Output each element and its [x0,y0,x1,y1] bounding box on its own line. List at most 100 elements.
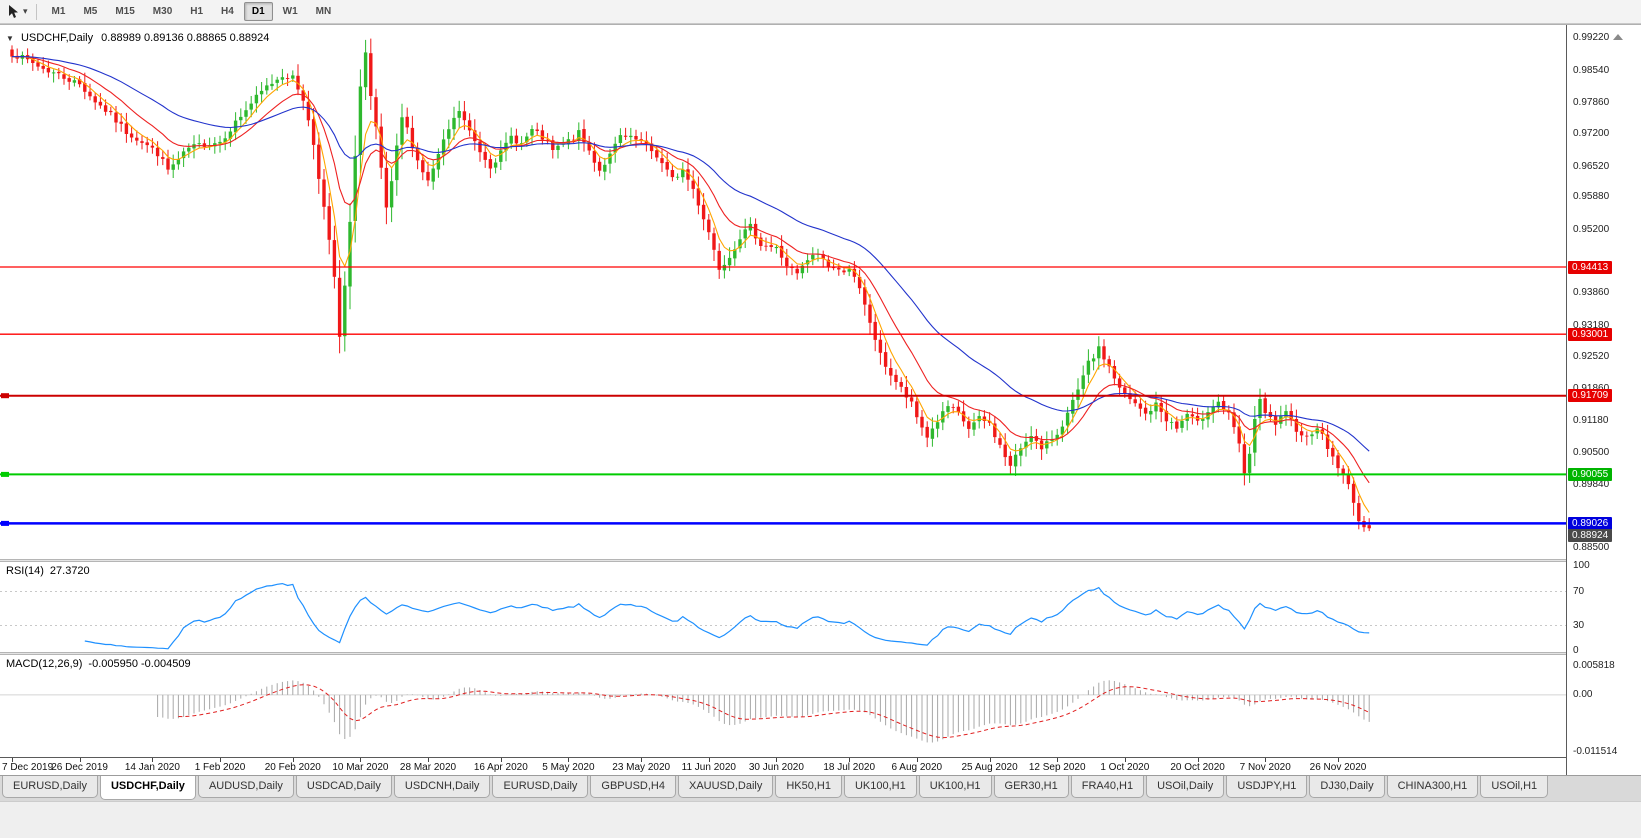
tab-eurusd-daily[interactable]: EURUSD,Daily [492,776,589,798]
date-tick [220,758,221,762]
timeframe-m15[interactable]: M15 [115,6,135,17]
date-tick [292,758,294,762]
date-tick [500,758,502,762]
timeframe-m5[interactable]: M5 [83,6,98,17]
date-label: 28 Mar 2020 [399,762,457,773]
date-label: 20 Feb 2020 [264,762,321,773]
toolbar: ▾ M1 M5 M15 M30 H1 H4 D1 W1 MN [0,0,1641,24]
macd-title: MACD(12,26,9) -0.005950 -0.004509 [6,658,197,670]
chart-title: ▼ USDCHF,Daily 0.88989 0.89136 0.88865 0… [6,32,274,44]
chart-ohlc-label: 0.88989 0.89136 0.88865 0.88924 [101,32,270,44]
tab-ger30-h1[interactable]: GER30,H1 [993,776,1069,798]
scroll-to-end-icon[interactable] [1613,34,1623,40]
date-label: 16 Apr 2020 [473,762,528,773]
price-axis-label: 0.95200 [1573,223,1610,235]
tab-china300-h1[interactable]: CHINA300,H1 [1386,776,1479,798]
tab-usoil-h1[interactable]: USOil,H1 [1480,776,1549,798]
chart-window: ▼ USDCHF,Daily 0.88989 0.89136 0.88865 0… [0,24,1641,776]
date-tick [152,758,154,762]
tab-usdcnh-daily[interactable]: USDCNH,Daily [393,776,491,798]
date-tick [1265,758,1267,762]
timeframe-m30[interactable]: M30 [152,6,173,17]
main-chart-pane[interactable]: ▼ USDCHF,Daily 0.88989 0.89136 0.88865 0… [0,27,1566,559]
pane-splitter[interactable] [0,559,1566,562]
timeframe-m1[interactable]: M1 [51,6,66,17]
price-axis[interactable]: 0.99220 0.98540 0.97860 0.97200 0.96520 0.958… [1566,25,1641,776]
price-line-badge: 0.89026 [1568,516,1613,530]
tab-xauusd-daily[interactable]: XAUUSD,Daily [677,776,774,798]
date-tick [1197,758,1199,762]
date-label: 7 Nov 2020 [1239,762,1291,773]
chart-menu-icon[interactable]: ▼ [6,34,14,43]
rsi-axis-label: 100 [1573,560,1590,571]
price-axis-label: 0.89840 [1573,478,1610,490]
bid-price-badge: 0.88924 [1568,528,1613,542]
date-label: 26 Dec 2019 [51,762,108,773]
tab-usoil-daily[interactable]: USOil,Daily [1146,776,1225,798]
tab-usdcad-daily[interactable]: USDCAD,Daily [295,776,392,798]
rsi-chart[interactable] [0,562,1566,652]
rsi-axis-label: 30 [1573,619,1585,631]
date-label: 25 Aug 2020 [961,762,1018,773]
rsi-title: RSI(14) 27.3720 [6,565,96,577]
toolbar-separator [35,3,37,20]
date-tick [1338,758,1339,762]
pane-splitter[interactable] [0,652,1566,655]
rsi-label: RSI(14) [6,565,44,577]
date-tick [708,758,710,762]
date-axis[interactable]: 7 Dec 2019 26 Dec 2019 14 Jan 2020 1 Feb 20… [0,757,1566,776]
rsi-pane[interactable]: RSI(14) 27.3720 [0,562,1566,652]
candlestick-chart[interactable] [0,27,1566,559]
date-tick [360,758,362,762]
tab-dj30-daily[interactable]: DJ30,Daily [1309,776,1385,798]
tab-hk50-h1[interactable]: HK50,H1 [775,776,842,798]
price-axis-label: 0.97200 [1573,128,1610,140]
date-label: 30 Jun 2020 [748,762,804,773]
tab-uk100-h1[interactable]: UK100,H1 [843,776,917,798]
macd-pane[interactable]: MACD(12,26,9) -0.005950 -0.004509 [0,655,1566,757]
date-label: 14 Jan 2020 [124,762,180,773]
tab-eurusd-daily[interactable]: EURUSD,Daily [2,776,98,798]
macd-label: MACD(12,26,9) [6,658,83,670]
timeframe-h4[interactable]: H4 [221,6,234,17]
price-axis-label: 0.88500 [1573,542,1610,554]
tab-fra40-h1[interactable]: FRA40,H1 [1070,776,1145,798]
price-axis-label: 0.92520 [1573,351,1610,363]
date-tick [916,758,918,762]
timeframe-d1[interactable]: D1 [243,2,273,21]
timeframe-mn[interactable]: MN [315,6,332,17]
date-tick [989,758,991,762]
date-tick [12,758,13,762]
price-line-badge: 0.91709 [1568,389,1613,403]
cursor-tool-icon[interactable] [5,3,23,21]
chart-symbol-label: USDCHF,Daily [20,32,94,44]
date-tick [568,758,570,762]
tab-audusd-daily[interactable]: AUDUSD,Daily [197,776,294,798]
macd-axis-label: 0.005818 [1573,660,1615,671]
date-label: 18 Jul 2020 [823,762,876,773]
tab-usdjpy-h1[interactable]: USDJPY,H1 [1226,776,1308,798]
status-bar [0,801,1641,838]
dropdown-caret-icon[interactable]: ▾ [23,6,28,16]
date-label: 1 Feb 2020 [194,762,246,773]
price-line-badge: 0.94413 [1568,260,1613,274]
date-label: 10 Mar 2020 [332,762,389,773]
macd-axis-label: -0.011514 [1573,746,1618,757]
timeframe-h1[interactable]: H1 [190,6,204,17]
price-axis-label: 0.98540 [1573,64,1610,76]
price-axis-label: 0.96520 [1573,160,1610,172]
tab-uk100-h1[interactable]: UK100,H1 [918,776,992,798]
rsi-axis-label: 70 [1573,585,1585,597]
date-tick [776,758,778,762]
cursor-arrow [9,4,18,18]
macd-chart[interactable] [0,655,1566,757]
date-label: 1 Oct 2020 [1100,762,1150,773]
price-axis-label: 0.90500 [1573,447,1610,459]
timeframe-w1[interactable]: W1 [282,6,298,17]
date-label: 5 May 2020 [542,762,595,773]
tab-usdchf-daily[interactable]: USDCHF,Daily [99,776,196,800]
price-axis-label: 0.99220 [1573,32,1610,44]
rsi-value: 27.3720 [49,565,90,577]
tab-gbpusd-h4[interactable]: GBPUSD,H4 [590,776,676,798]
price-line-badge: 0.93001 [1568,327,1613,341]
